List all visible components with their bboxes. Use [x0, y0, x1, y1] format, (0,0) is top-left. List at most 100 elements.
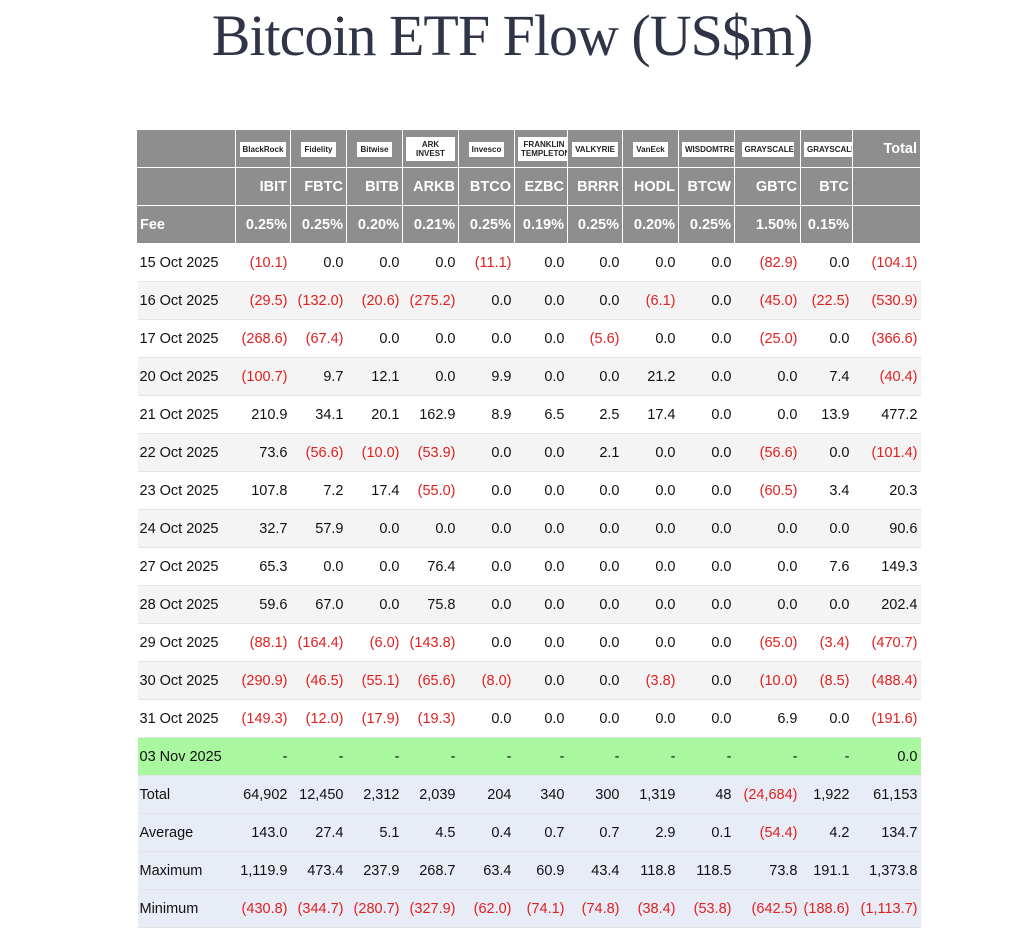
summary-value: 118.8: [622, 851, 679, 890]
flow-value: 0.0: [402, 357, 459, 396]
summary-value: 118.5: [678, 851, 735, 890]
issuer-logo: FRANKLIN TEMPLETON: [518, 136, 567, 161]
flow-value: 0.0: [567, 471, 623, 510]
flow-value: 0.0: [346, 585, 403, 624]
date: 29 Oct 2025: [137, 623, 236, 662]
logo-cell: Bitwise: [346, 129, 403, 168]
day-row: 22 Oct 2025 73.6 (56.6) (10.0) (53.9) 0.0 0.0 2…: [137, 433, 921, 472]
summary-value: 63.4: [458, 851, 515, 890]
flow-value: -: [678, 737, 735, 776]
summary-value: (74.8): [567, 889, 623, 928]
day-row: 31 Oct 2025 (149.3) (12.0) (17.9) (19.3) 0.0 0…: [137, 699, 921, 738]
flow-value: 0.0: [458, 585, 515, 624]
flow-value: 0.0: [734, 357, 801, 396]
date: 31 Oct 2025: [137, 699, 236, 738]
flow-value: 0.0: [514, 623, 568, 662]
flow-value: (53.9): [402, 433, 459, 472]
summary-value: 27.4: [290, 813, 347, 852]
date: 03 Nov 2025: [137, 737, 236, 776]
flow-value: (5.6): [567, 319, 623, 358]
flow-value: 0.0: [514, 699, 568, 738]
summary-value: 473.4: [290, 851, 347, 890]
flow-value: 0.0: [852, 737, 921, 776]
flow-value: 7.2: [290, 471, 347, 510]
summary-value: 64,902: [235, 775, 291, 814]
summary-value: 60.9: [514, 851, 568, 890]
flow-value: 21.2: [622, 357, 679, 396]
flow-value: 7.4: [800, 357, 853, 396]
logo-cell: VanEck: [622, 129, 679, 168]
flow-value: (40.4): [852, 357, 921, 396]
flow-value: (104.1): [852, 243, 921, 282]
flow-value: 0.0: [567, 699, 623, 738]
summary-value: 61,153: [852, 775, 921, 814]
flow-value: -: [567, 737, 623, 776]
empty-cell: [852, 205, 921, 244]
flow-value: (10.0): [346, 433, 403, 472]
flow-value: 0.0: [622, 243, 679, 282]
flow-value: 0.0: [622, 433, 679, 472]
fee: 0.25%: [678, 205, 735, 244]
day-row: 20 Oct 2025 (100.7) 9.7 12.1 0.0 9.9 0.0 0.0 21.…: [137, 357, 921, 396]
ticker: HODL: [622, 167, 679, 206]
summary-value: (54.4): [734, 813, 801, 852]
flow-value: 0.0: [514, 357, 568, 396]
flow-value: (56.6): [734, 433, 801, 472]
flow-value: -: [402, 737, 459, 776]
fee: 1.50%: [734, 205, 801, 244]
empty-cell: [137, 129, 236, 168]
total-header: Total: [852, 129, 921, 168]
summary-value: 73.8: [734, 851, 801, 890]
fee: 0.25%: [458, 205, 515, 244]
summary-row: Average 143.0 27.4 5.1 4.5 0.4 0.7 0.7 2.9 0.1 (54…: [137, 813, 921, 852]
flow-value: -: [514, 737, 568, 776]
flow-value: 0.0: [622, 623, 679, 662]
logo-cell: BlackRock: [235, 129, 291, 168]
flow-value: 0.0: [346, 319, 403, 358]
ticker: BRRR: [567, 167, 623, 206]
date: 17 Oct 2025: [137, 319, 236, 358]
flow-value: -: [346, 737, 403, 776]
flow-value: 107.8: [235, 471, 291, 510]
flow-value: 20.3: [852, 471, 921, 510]
logo-cell: Fidelity: [290, 129, 347, 168]
flow-value: 0.0: [800, 585, 853, 624]
summary-label: Total: [137, 775, 236, 814]
flow-value: 0.0: [567, 357, 623, 396]
flow-value: 65.3: [235, 547, 291, 586]
fee-label: Fee: [137, 205, 236, 244]
summary-value: (24,684): [734, 775, 801, 814]
flow-value: 0.0: [567, 509, 623, 548]
summary-value: 5.1: [346, 813, 403, 852]
flow-value: 0.0: [622, 509, 679, 548]
empty-cell: [137, 167, 236, 206]
flow-value: (46.5): [290, 661, 347, 700]
summary-value: 0.1: [678, 813, 735, 852]
flow-value: (29.5): [235, 281, 291, 320]
flow-value: 0.0: [734, 395, 801, 434]
flow-value: 0.0: [458, 547, 515, 586]
flow-value: 0.0: [567, 281, 623, 320]
flow-value: 0.0: [800, 433, 853, 472]
flow-value: (268.6): [235, 319, 291, 358]
summary-value: (74.1): [514, 889, 568, 928]
date: 30 Oct 2025: [137, 661, 236, 700]
summary-label: Maximum: [137, 851, 236, 890]
flow-value: (530.9): [852, 281, 921, 320]
flow-value: (275.2): [402, 281, 459, 320]
summary-value: (344.7): [290, 889, 347, 928]
summary-value: 300: [567, 775, 623, 814]
day-row: 28 Oct 2025 59.6 67.0 0.0 75.8 0.0 0.0 0.0 0.0 0.…: [137, 585, 921, 624]
fee: 0.19%: [514, 205, 568, 244]
flow-value: 210.9: [235, 395, 291, 434]
issuer-logo: BlackRock: [239, 142, 287, 157]
flow-value: 9.7: [290, 357, 347, 396]
summary-value: 2.9: [622, 813, 679, 852]
summary-value: 2,312: [346, 775, 403, 814]
flow-value: (149.3): [235, 699, 291, 738]
flow-value: (12.0): [290, 699, 347, 738]
page-title: Bitcoin ETF Flow (US$m): [211, 3, 814, 68]
flow-value: 0.0: [514, 471, 568, 510]
logo-cell: FRANKLIN TEMPLETON: [514, 129, 568, 168]
